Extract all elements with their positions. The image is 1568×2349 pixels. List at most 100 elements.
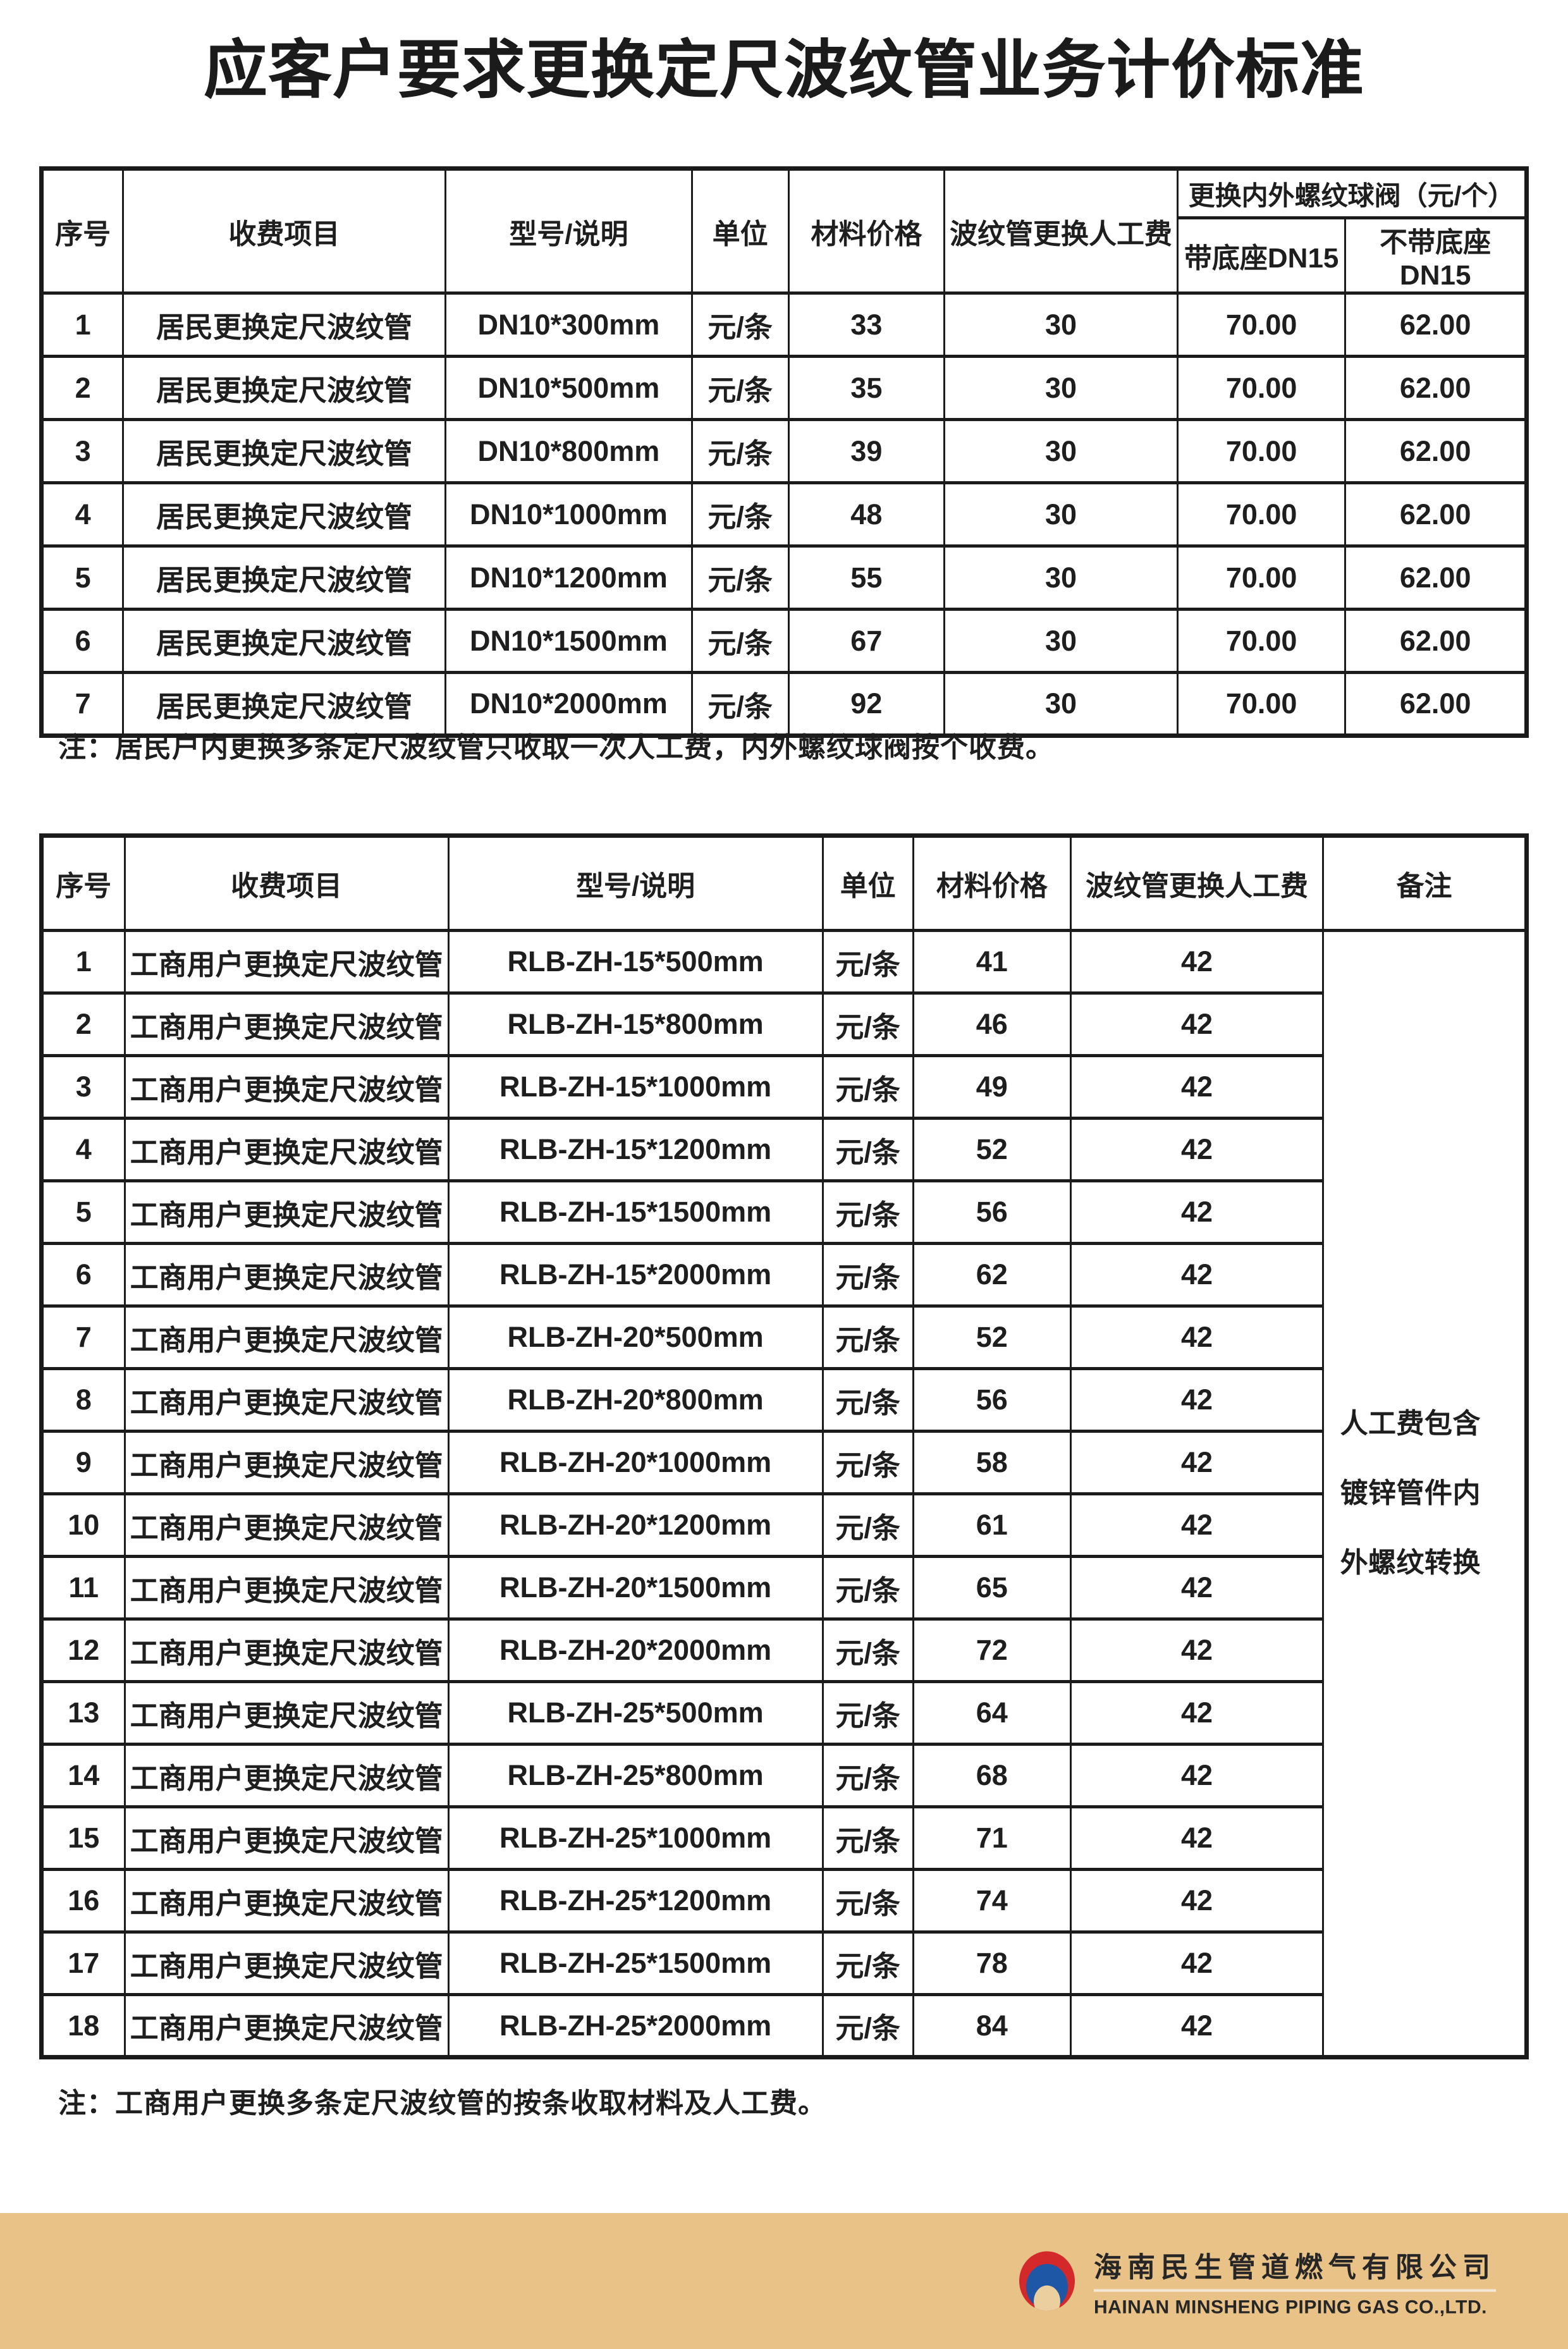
table-row: 3 居民更换定尺波纹管 DN10*800mm 元/条 39 30 70.00 62.00 bbox=[40, 418, 1528, 484]
cell-seq: 5 bbox=[40, 1179, 126, 1245]
cell-item: 工商用户更换定尺波纹管 bbox=[123, 1054, 450, 1120]
cell-unit: 元/条 bbox=[821, 1868, 914, 1934]
cell-valve-without-base: 62.00 bbox=[1344, 481, 1528, 548]
cell-material-price: 64 bbox=[912, 1680, 1072, 1746]
cell-item: 工商用户更换定尺波纹管 bbox=[123, 1179, 450, 1245]
table-row: 13 工商用户更换定尺波纹管 RLB-ZH-25*500mm 元/条 64 42 bbox=[40, 1680, 1527, 1746]
table-row: 3 工商用户更换定尺波纹管 RLB-ZH-15*1000mm 元/条 49 42 bbox=[40, 1054, 1527, 1120]
cell-unit: 元/条 bbox=[690, 481, 790, 548]
cell-model: DN10*2000mm bbox=[444, 671, 693, 737]
cell-item: 工商用户更换定尺波纹管 bbox=[123, 1930, 450, 1996]
cell-model: RLB-ZH-15*1200mm bbox=[447, 1117, 824, 1182]
col-header-material-price: 材料价格 bbox=[912, 834, 1072, 932]
cell-unit: 元/条 bbox=[821, 1492, 914, 1558]
cell-material-price: 33 bbox=[787, 291, 946, 358]
cell-unit: 元/条 bbox=[821, 1430, 914, 1495]
cell-material-price: 56 bbox=[912, 1179, 1072, 1245]
cell-unit: 元/条 bbox=[690, 291, 790, 358]
cell-material-price: 78 bbox=[912, 1930, 1072, 1996]
cell-item: 工商用户更换定尺波纹管 bbox=[123, 991, 450, 1057]
cell-item: 工商用户更换定尺波纹管 bbox=[123, 1492, 450, 1558]
cell-labor-fee: 30 bbox=[943, 481, 1179, 548]
cell-valve-without-base: 62.00 bbox=[1344, 418, 1528, 484]
company-name-cn: 海南民生管道燃气有限公司 bbox=[1094, 2252, 1496, 2283]
cell-labor-fee: 30 bbox=[943, 418, 1179, 484]
cell-item: 工商用户更换定尺波纹管 bbox=[123, 1117, 450, 1182]
cell-seq: 2 bbox=[40, 991, 126, 1057]
table-row: 1 居民更换定尺波纹管 DN10*300mm 元/条 33 30 70.00 62.00 bbox=[40, 291, 1528, 358]
cell-valve-without-base: 62.00 bbox=[1344, 291, 1528, 358]
col-header-seq: 序号 bbox=[40, 167, 125, 295]
col-header-valve-with-base: 带底座DN15 bbox=[1176, 216, 1347, 295]
table-row: 16 工商用户更换定尺波纹管 RLB-ZH-25*1200mm 元/条 74 42 bbox=[40, 1868, 1527, 1934]
cell-model: RLB-ZH-20*800mm bbox=[447, 1367, 824, 1433]
cell-model: RLB-ZH-20*2000mm bbox=[447, 1617, 824, 1683]
col-header-model: 型号/说明 bbox=[444, 167, 693, 295]
cell-material-price: 46 bbox=[912, 991, 1072, 1057]
cell-material-price: 56 bbox=[912, 1367, 1072, 1433]
company-logo-group: 海南民生管道燃气有限公司 HAINAN MINSHENG PIPING GAS … bbox=[1019, 2244, 1496, 2318]
cell-item: 居民更换定尺波纹管 bbox=[122, 671, 446, 737]
table-row: 7 居民更换定尺波纹管 DN10*2000mm 元/条 92 30 70.00 62.00 bbox=[40, 671, 1528, 737]
cell-seq: 2 bbox=[40, 355, 125, 421]
page-title: 应客户要求更换定尺波纹管业务计价标准 bbox=[204, 35, 1364, 106]
cell-material-price: 92 bbox=[787, 671, 946, 737]
residential-table-header: 序号 收费项目 型号/说明 单位 材料价格 波纹管更换人工费 更换内外螺纹球阀（… bbox=[40, 167, 1528, 295]
cell-material-price: 41 bbox=[912, 929, 1072, 995]
cell-labor-fee: 42 bbox=[1069, 1993, 1325, 2059]
table-row: 14 工商用户更换定尺波纹管 RLB-ZH-25*800mm 元/条 68 42 bbox=[40, 1743, 1527, 1808]
table-row: 5 居民更换定尺波纹管 DN10*1200mm 元/条 55 30 70.00 62.00 bbox=[40, 544, 1528, 611]
cell-seq: 18 bbox=[40, 1993, 126, 2059]
cell-seq: 11 bbox=[40, 1555, 126, 1621]
cell-valve-without-base: 62.00 bbox=[1344, 355, 1528, 421]
table-row: 12 工商用户更换定尺波纹管 RLB-ZH-20*2000mm 元/条 72 42 bbox=[40, 1617, 1527, 1683]
cell-unit: 元/条 bbox=[821, 1054, 914, 1120]
cell-labor-fee: 30 bbox=[943, 544, 1179, 611]
cell-unit: 元/条 bbox=[821, 1117, 914, 1182]
logo-divider bbox=[1094, 2289, 1496, 2291]
cell-labor-fee: 42 bbox=[1069, 1054, 1325, 1120]
cell-unit: 元/条 bbox=[821, 1242, 914, 1308]
cell-seq: 12 bbox=[40, 1617, 126, 1683]
cell-material-price: 55 bbox=[787, 544, 946, 611]
col-header-material-price: 材料价格 bbox=[787, 167, 946, 295]
cell-item: 工商用户更换定尺波纹管 bbox=[123, 1367, 450, 1433]
cell-seq: 4 bbox=[40, 1117, 126, 1182]
cell-valve-without-base: 62.00 bbox=[1344, 671, 1528, 737]
cell-item: 居民更换定尺波纹管 bbox=[122, 481, 446, 548]
commercial-price-table: 序号 收费项目 型号/说明 单位 材料价格 波纹管更换人工费 备注 1 工商用户更… bbox=[39, 833, 1529, 2059]
company-logo-icon bbox=[1019, 2251, 1075, 2311]
cell-unit: 元/条 bbox=[690, 418, 790, 484]
cell-labor-fee: 42 bbox=[1069, 1117, 1325, 1182]
cell-seq: 15 bbox=[40, 1805, 126, 1871]
col-header-labor-fee: 波纹管更换人工费 bbox=[1069, 834, 1325, 932]
col-header-charge-item: 收费项目 bbox=[123, 834, 450, 932]
cell-labor-fee: 42 bbox=[1069, 929, 1325, 995]
cell-model: RLB-ZH-25*800mm bbox=[447, 1743, 824, 1808]
cell-model: RLB-ZH-25*1200mm bbox=[447, 1868, 824, 1934]
cell-item: 工商用户更换定尺波纹管 bbox=[123, 929, 450, 995]
cell-model: RLB-ZH-20*1000mm bbox=[447, 1430, 824, 1495]
cell-model: RLB-ZH-15*1000mm bbox=[447, 1054, 824, 1120]
cell-valve-without-base: 62.00 bbox=[1344, 544, 1528, 611]
cell-valve-with-base: 70.00 bbox=[1176, 481, 1347, 548]
table-row: 4 工商用户更换定尺波纹管 RLB-ZH-15*1200mm 元/条 52 42 bbox=[40, 1117, 1527, 1182]
note-commercial: 注：工商用户更换多条定尺波纹管的按条收取材料及人工费。 bbox=[58, 2088, 826, 2119]
table-row: 5 工商用户更换定尺波纹管 RLB-ZH-15*1500mm 元/条 56 42 bbox=[40, 1179, 1527, 1245]
col-header-valve-group: 更换内外螺纹球阀（元/个） bbox=[1176, 167, 1528, 219]
cell-item: 工商用户更换定尺波纹管 bbox=[123, 1680, 450, 1746]
cell-model: RLB-ZH-15*1500mm bbox=[447, 1179, 824, 1245]
cell-unit: 元/条 bbox=[821, 1743, 914, 1808]
cell-labor-fee: 42 bbox=[1069, 1430, 1325, 1495]
cell-item: 居民更换定尺波纹管 bbox=[122, 355, 446, 421]
table-row: 6 工商用户更换定尺波纹管 RLB-ZH-15*2000mm 元/条 62 42 bbox=[40, 1242, 1527, 1308]
cell-unit: 元/条 bbox=[821, 1179, 914, 1245]
cell-unit: 元/条 bbox=[690, 544, 790, 611]
commercial-table-body: 1 工商用户更换定尺波纹管 RLB-ZH-15*500mm 元/条 41 42 人工费包含镀… bbox=[40, 929, 1528, 2059]
table-row: 11 工商用户更换定尺波纹管 RLB-ZH-20*1500mm 元/条 65 42 bbox=[40, 1555, 1527, 1621]
table-row: 2 工商用户更换定尺波纹管 RLB-ZH-15*800mm 元/条 46 42 bbox=[40, 991, 1527, 1057]
cell-item: 工商用户更换定尺波纹管 bbox=[123, 1805, 450, 1871]
cell-seq: 3 bbox=[40, 1054, 126, 1120]
company-names: 海南民生管道燃气有限公司 HAINAN MINSHENG PIPING GAS … bbox=[1094, 2244, 1496, 2318]
